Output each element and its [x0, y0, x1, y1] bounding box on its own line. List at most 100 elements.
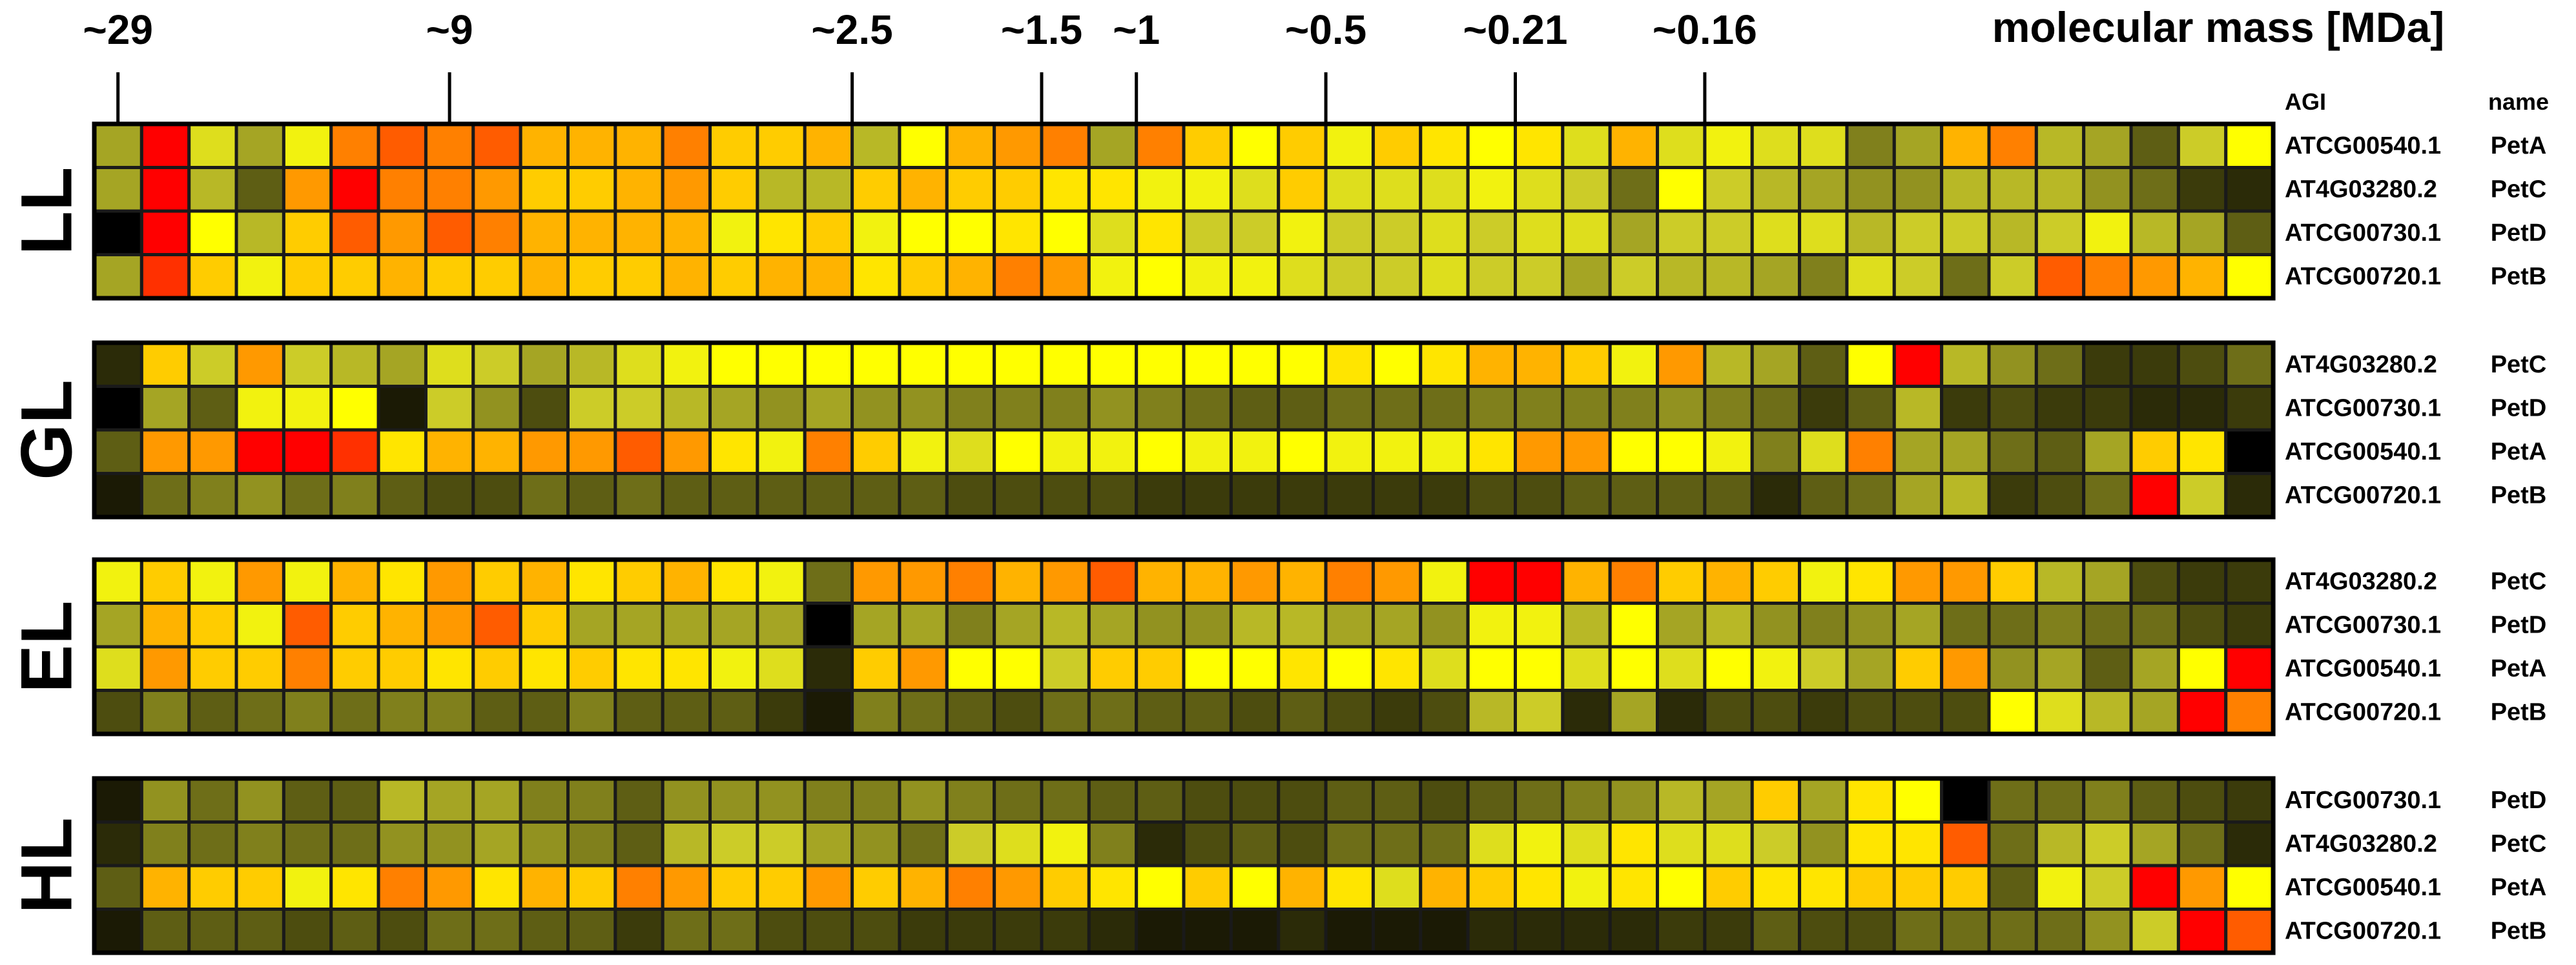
heatmap-cell	[1561, 602, 1612, 649]
heatmap-cell	[1324, 209, 1375, 256]
heatmap-cell	[566, 385, 617, 432]
heatmap-cell	[1987, 209, 2038, 256]
heatmap-cell	[1277, 428, 1328, 475]
row-agi-label: ATCG00730.1	[2285, 394, 2441, 422]
heatmap-cell	[187, 385, 238, 432]
heatmap-cell	[1135, 428, 1186, 475]
heatmap-cell	[2034, 689, 2086, 736]
heatmap-cell	[1656, 385, 1707, 432]
heatmap-cell	[708, 209, 759, 256]
heatmap-cell	[1514, 122, 1565, 169]
row-name-label: PetB	[2491, 698, 2547, 726]
heatmap-cell	[1750, 602, 1802, 649]
heatmap-cell	[2176, 864, 2228, 911]
heatmap-cell	[613, 908, 665, 955]
heatmap-cell	[424, 472, 475, 519]
heatmap-cell	[661, 209, 712, 256]
heatmap-cell	[2034, 472, 2086, 519]
heatmap-cell	[613, 122, 665, 169]
heatmap-cell	[2082, 820, 2133, 868]
heatmap-cell	[1845, 166, 1896, 213]
heatmap-cell	[1845, 472, 1896, 519]
heatmap-cell	[424, 820, 475, 868]
heatmap-cell	[661, 472, 712, 519]
heatmap-cell	[708, 341, 759, 388]
heatmap-cell	[187, 645, 238, 692]
heatmap-cell	[613, 558, 665, 605]
heatmap-cell	[1040, 253, 1091, 300]
heatmap-cell	[187, 253, 238, 300]
heatmap-cell	[282, 689, 333, 736]
heatmap-cell	[2082, 209, 2133, 256]
heatmap-cell	[613, 645, 665, 692]
heatmap-cell	[566, 341, 617, 388]
heatmap-cell	[1229, 908, 1281, 955]
heatmap-cell	[519, 558, 570, 605]
heatmap-cell	[1324, 385, 1375, 432]
heatmap-cell	[234, 209, 285, 256]
row-name-label: PetC	[2491, 351, 2547, 378]
heatmap-cell	[803, 908, 854, 955]
heatmap-cell	[2176, 820, 2228, 868]
heatmap-cell	[1466, 122, 1517, 169]
heatmap-cell	[282, 472, 333, 519]
heatmap-cell	[329, 166, 380, 213]
heatmap-cell	[1845, 689, 1896, 736]
heatmap-cell	[566, 472, 617, 519]
heatmap-cell	[187, 209, 238, 256]
heatmap-cell	[2082, 166, 2133, 213]
row-agi-label: AT4G03280.2	[2285, 830, 2437, 857]
heatmap-cell	[1561, 428, 1612, 475]
row-name-label: PetB	[2491, 482, 2547, 509]
heatmap-cell	[850, 472, 902, 519]
heatmap-cell	[708, 777, 759, 824]
heatmap-cell	[1229, 864, 1281, 911]
heatmap-cell	[234, 166, 285, 213]
row-agi-label: ATCG00720.1	[2285, 482, 2441, 509]
mass-marker-label: ~9	[426, 6, 473, 53]
heatmap-cell	[898, 602, 949, 649]
heatmap-cell	[1561, 689, 1612, 736]
heatmap-cell	[1182, 428, 1233, 475]
heatmap-cell	[1371, 558, 1423, 605]
heatmap-cell	[1561, 341, 1612, 388]
heatmap-cell	[756, 558, 807, 605]
heatmap-cell	[1656, 864, 1707, 911]
heatmap-cell	[1466, 472, 1517, 519]
heatmap-cell	[1703, 385, 1754, 432]
heatmap-cell	[708, 472, 759, 519]
heatmap-cell	[1750, 689, 1802, 736]
heatmap-cell	[329, 428, 380, 475]
row-name-label: PetC	[2491, 830, 2547, 857]
heatmap-cell	[2082, 602, 2133, 649]
heatmap-cell	[566, 908, 617, 955]
heatmap-cell	[1845, 602, 1896, 649]
heatmap-cell	[92, 122, 143, 169]
heatmap-cell	[661, 122, 712, 169]
heatmap-cell	[1561, 864, 1612, 911]
heatmap-cell	[1182, 341, 1233, 388]
heatmap-cell	[1514, 209, 1565, 256]
heatmap-cell	[1703, 428, 1754, 475]
heatmap-cell	[234, 253, 285, 300]
row-agi-label: AT4G03280.2	[2285, 351, 2437, 378]
heatmap-cell	[2034, 385, 2086, 432]
heatmap-cell	[1940, 209, 1991, 256]
heatmap-cell	[1750, 253, 1802, 300]
heatmap-cell	[661, 908, 712, 955]
heatmap-cell	[898, 908, 949, 955]
heatmap-cell	[993, 820, 1044, 868]
heatmap-cell	[1514, 820, 1565, 868]
heatmap-cell	[1703, 558, 1754, 605]
heatmap-cell	[2176, 602, 2228, 649]
heatmap-cell	[2082, 558, 2133, 605]
heatmap-cell	[234, 820, 285, 868]
heatmap-cell	[1514, 777, 1565, 824]
heatmap-cell	[945, 820, 996, 868]
heatmap-cell	[708, 908, 759, 955]
heatmap-cell	[945, 209, 996, 256]
heatmap-cell	[1656, 122, 1707, 169]
heatmap-cell	[139, 558, 191, 605]
heatmap-cell	[1608, 820, 1660, 868]
heatmap-cell	[993, 558, 1044, 605]
